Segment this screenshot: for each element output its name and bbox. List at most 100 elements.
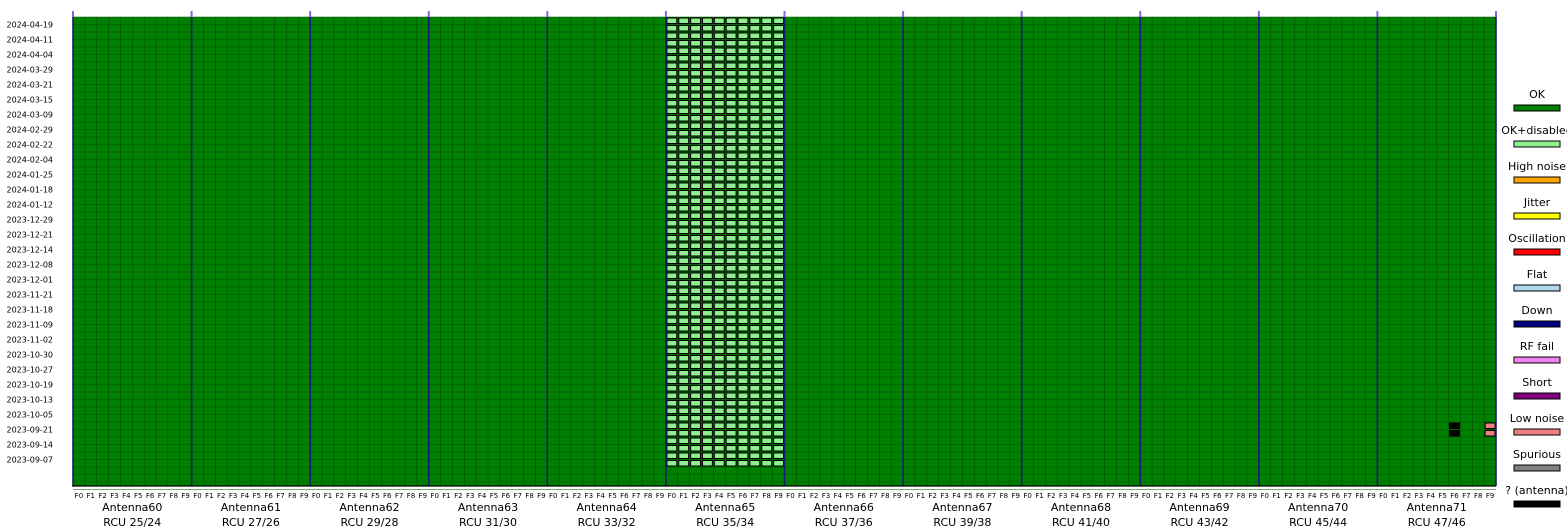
filter-tick-label: F1 — [917, 492, 925, 500]
status-cell — [737, 287, 749, 294]
status-cell — [761, 407, 773, 414]
status-cell — [678, 107, 690, 114]
filter-tick-label: F5 — [1083, 492, 1091, 500]
status-cell — [761, 347, 773, 354]
filter-tick-label: F4 — [359, 492, 368, 500]
status-cell — [678, 430, 690, 437]
status-cell — [713, 370, 725, 377]
status-cell — [773, 265, 784, 272]
date-tick-label: 2024-04-04 — [7, 51, 54, 60]
status-cell — [713, 250, 725, 257]
antenna-label: Antenna67 — [932, 501, 992, 514]
filter-tick-label: F6 — [264, 492, 273, 500]
status-cell — [761, 257, 773, 264]
status-cell — [737, 400, 749, 407]
status-cell — [737, 160, 749, 167]
status-cell — [773, 85, 784, 92]
filter-tick-label: F4 — [1308, 492, 1317, 500]
status-cell — [678, 302, 690, 309]
filter-tick-label: F3 — [229, 492, 237, 500]
status-cell — [737, 197, 749, 204]
filter-tick-label: F6 — [976, 492, 985, 500]
legend-label: Jitter — [1523, 196, 1551, 209]
legend-label: Flat — [1527, 268, 1548, 281]
filter-tick-label: F2 — [454, 492, 462, 500]
date-tick-label: 2023-12-01 — [7, 276, 54, 285]
status-cell — [725, 250, 737, 257]
filter-tick-label: F6 — [1450, 492, 1459, 500]
status-cell — [713, 392, 725, 399]
status-cell — [666, 175, 678, 182]
status-cell — [749, 250, 761, 257]
status-cell — [666, 32, 678, 39]
filter-tick-label: F9 — [181, 492, 189, 500]
filter-tick-label: F4 — [1189, 492, 1198, 500]
status-cell — [749, 130, 761, 137]
status-cell — [725, 310, 737, 317]
status-cell — [725, 302, 737, 309]
filter-tick-label: F6 — [146, 492, 155, 500]
filter-tick-label: F4 — [478, 492, 487, 500]
antenna-label: Antenna65 — [695, 501, 755, 514]
status-cell — [761, 272, 773, 279]
date-tick-label: 2024-04-11 — [7, 36, 54, 45]
status-cell — [773, 295, 784, 302]
status-cell — [773, 362, 784, 369]
status-cell — [761, 362, 773, 369]
status-cell — [761, 250, 773, 257]
filter-tick-label: F2 — [1166, 492, 1174, 500]
status-cell — [666, 145, 678, 152]
status-cell — [725, 62, 737, 69]
status-cell — [666, 160, 678, 167]
status-cell — [690, 377, 701, 384]
status-cell — [761, 92, 773, 99]
legend-swatch — [1513, 212, 1561, 220]
status-cell — [737, 115, 749, 122]
status-cell — [666, 287, 678, 294]
filter-tick-label: F7 — [632, 492, 640, 500]
rcu-label: RCU 25/24 — [103, 516, 161, 529]
status-cell — [761, 415, 773, 422]
date-tick-label: 2024-03-09 — [7, 111, 54, 120]
status-cell — [701, 32, 713, 39]
status-cell — [713, 287, 725, 294]
filter-tick-label: F0 — [1142, 492, 1150, 500]
date-tick-label: 2023-10-27 — [7, 366, 54, 375]
status-cell — [713, 47, 725, 54]
status-cell — [749, 325, 761, 332]
status-cell — [725, 452, 737, 459]
status-cell — [666, 190, 678, 197]
status-cell — [749, 40, 761, 47]
status-cell — [713, 197, 725, 204]
filter-tick-label: F7 — [513, 492, 521, 500]
status-cell — [713, 70, 725, 77]
status-cell — [701, 407, 713, 414]
status-cell — [773, 77, 784, 84]
status-cell — [761, 340, 773, 347]
status-cell — [690, 32, 701, 39]
status-cell — [737, 250, 749, 257]
status-cell — [713, 100, 725, 107]
status-cell — [666, 212, 678, 219]
date-tick-label: 2023-10-19 — [7, 381, 54, 390]
status-cell — [678, 92, 690, 99]
status-cell — [666, 122, 678, 129]
status-cell — [666, 100, 678, 107]
filter-tick-label: F2 — [1403, 492, 1411, 500]
status-cell — [725, 362, 737, 369]
status-cell — [701, 445, 713, 452]
antenna-label: Antenna61 — [221, 501, 281, 514]
status-cell — [725, 25, 737, 32]
status-cell — [690, 332, 701, 339]
status-cell — [713, 122, 725, 129]
status-cell — [773, 407, 784, 414]
status-cell — [678, 40, 690, 47]
filter-tick-label: F0 — [905, 492, 913, 500]
status-cell — [749, 317, 761, 324]
legend-swatch — [1513, 140, 1561, 148]
antenna-axis-labels: Antenna60 RCU 25/24 Antenna61 RCU 27/26 Ante… — [102, 501, 1467, 529]
status-cell — [690, 235, 701, 242]
status-cell — [701, 190, 713, 197]
status-cell — [773, 25, 784, 32]
status-cell — [690, 227, 701, 234]
